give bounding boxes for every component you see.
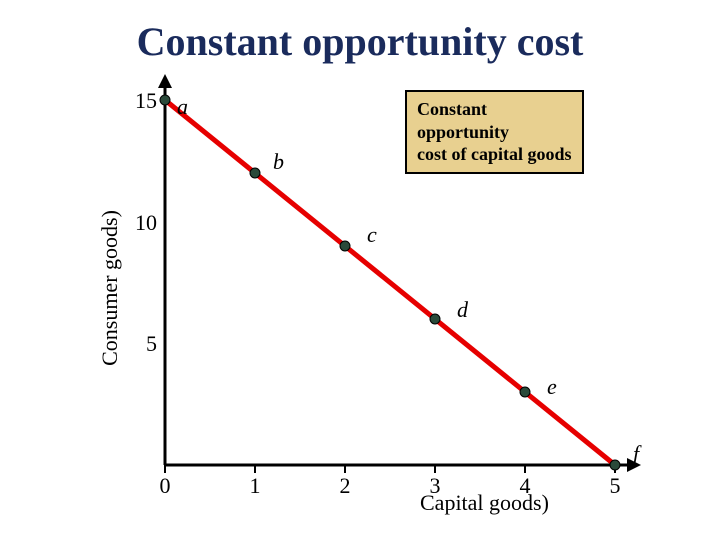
data-point-d xyxy=(430,314,440,324)
x-tick-label: 0 xyxy=(150,473,180,499)
data-point-b xyxy=(250,168,260,178)
annotation-line2: opportunity xyxy=(417,122,509,142)
point-label-c: c xyxy=(367,222,377,248)
annotation-line1: Constant xyxy=(417,99,487,119)
data-point-a xyxy=(160,95,170,105)
x-tick-label: 5 xyxy=(600,473,630,499)
point-label-a: a xyxy=(177,94,188,120)
y-axis-arrow xyxy=(158,74,172,88)
chart-area: Consumer goods) Capital goods) Constant … xyxy=(90,80,650,510)
point-label-e: e xyxy=(547,374,557,400)
x-tick-label: 4 xyxy=(510,473,540,499)
y-tick-label: 15 xyxy=(127,88,157,114)
x-tick-label: 3 xyxy=(420,473,450,499)
point-label-b: b xyxy=(273,149,284,175)
x-tick-label: 1 xyxy=(240,473,270,499)
data-point-c xyxy=(340,241,350,251)
y-tick-label: 10 xyxy=(127,210,157,236)
annotation-box: Constant opportunity cost of capital goo… xyxy=(405,90,584,174)
point-label-d: d xyxy=(457,297,468,323)
point-label-f: f xyxy=(633,441,639,467)
page-title: Constant opportunity cost xyxy=(0,18,720,65)
annotation-line3: cost of capital goods xyxy=(417,144,572,164)
data-point-e xyxy=(520,387,530,397)
data-point-f xyxy=(610,460,620,470)
y-tick-label: 5 xyxy=(127,331,157,357)
x-tick-label: 2 xyxy=(330,473,360,499)
